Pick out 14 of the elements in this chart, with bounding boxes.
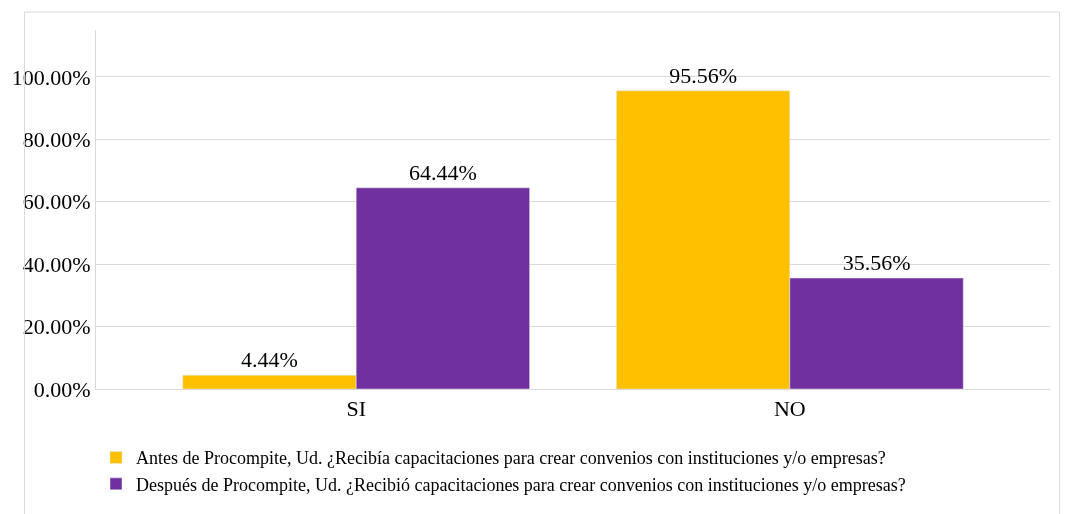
y-tick-label: 0.00% bbox=[33, 376, 91, 402]
data-label: 95.56% bbox=[669, 62, 737, 88]
x-tick-label: SI bbox=[346, 396, 366, 422]
y-tick-label: 100.00% bbox=[11, 64, 91, 90]
data-label: 64.44% bbox=[409, 159, 477, 185]
legend-label: Después de Procompite, Ud. ¿Recibió capacitaciones para crear convenios con instituciones y/o empresas? bbox=[136, 474, 906, 495]
data-label: 4.44% bbox=[241, 347, 298, 373]
y-tick-label: 20.00% bbox=[22, 314, 91, 340]
data-label: 35.56% bbox=[842, 249, 911, 275]
legend-label: Antes de Procompite, Ud. ¿Recibía capacitaciones para crear convenios con instituciones y/o empresas? bbox=[136, 448, 886, 469]
y-tick-label: 40.00% bbox=[22, 251, 91, 277]
y-tick-label: 60.00% bbox=[22, 189, 91, 215]
x-tick-label: NO bbox=[773, 396, 806, 422]
y-tick-label: 80.00% bbox=[22, 126, 91, 152]
